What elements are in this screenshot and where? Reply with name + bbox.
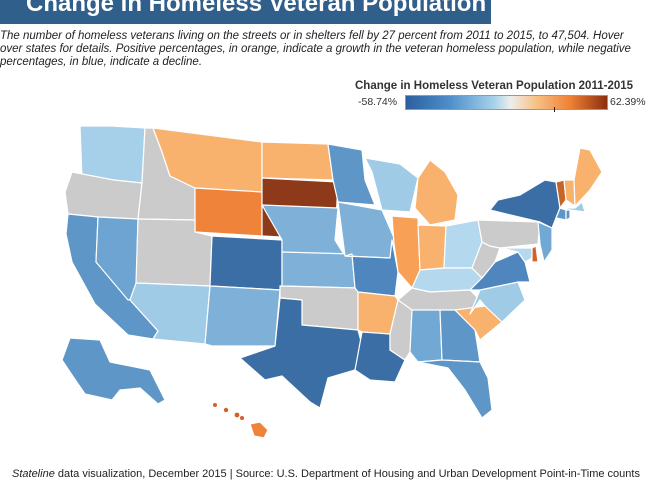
state-mn[interactable] (327, 143, 376, 206)
hawaii-islet (240, 416, 244, 420)
legend-gradient-bar (405, 95, 608, 112)
state-nj[interactable] (537, 221, 553, 263)
state-sc[interactable] (454, 305, 503, 341)
color-legend: Change in Homeless Veteran Population 20… (352, 80, 648, 112)
state-wy[interactable] (194, 187, 263, 237)
state-ks[interactable] (281, 251, 356, 289)
footer-brand: Stateline (12, 468, 55, 480)
state-mi[interactable] (414, 159, 459, 226)
legend-title: Change in Homeless Veteran Population 20… (355, 80, 634, 92)
state-de[interactable] (531, 245, 539, 263)
hawaii-islet (223, 407, 229, 413)
legend-min-label: -58.74% (358, 96, 398, 108)
state-ga[interactable] (439, 309, 481, 363)
state-pa[interactable] (477, 219, 541, 249)
state-wa[interactable] (79, 125, 146, 184)
state-hi[interactable] (249, 421, 269, 439)
footer: Stateline data visualization, December 2… (12, 468, 640, 480)
state-wi[interactable] (364, 157, 419, 213)
state-md[interactable] (499, 247, 533, 263)
intro-text: The number of homeless veterans living o… (0, 30, 631, 68)
state-ma[interactable] (559, 201, 586, 213)
state-al[interactable] (409, 309, 443, 363)
state-co[interactable] (209, 235, 283, 291)
hawaii-islet (234, 412, 240, 418)
title-bar: Change in Homeless Veteran Population (0, 0, 491, 24)
state-nh[interactable] (563, 179, 576, 207)
state-fl[interactable] (417, 359, 493, 419)
hawaii-islands (213, 403, 244, 420)
state-nm[interactable] (204, 285, 281, 347)
footer-text: data visualization, December 2015 | Sour… (54, 468, 640, 480)
page-title: Change in Homeless Veteran Population (26, 0, 487, 17)
state-in[interactable] (417, 224, 447, 271)
states-group (61, 125, 603, 439)
state-tx[interactable] (239, 297, 363, 409)
hawaii-islet (213, 403, 217, 407)
state-ak[interactable] (61, 337, 166, 405)
legend-zero-tick (554, 107, 555, 112)
state-nd[interactable] (261, 141, 334, 181)
legend-max-label: 62.39% (610, 96, 646, 108)
state-ri[interactable] (565, 209, 571, 221)
state-me[interactable] (573, 147, 603, 207)
legend-row: -58.74% 62.39% (352, 94, 648, 112)
